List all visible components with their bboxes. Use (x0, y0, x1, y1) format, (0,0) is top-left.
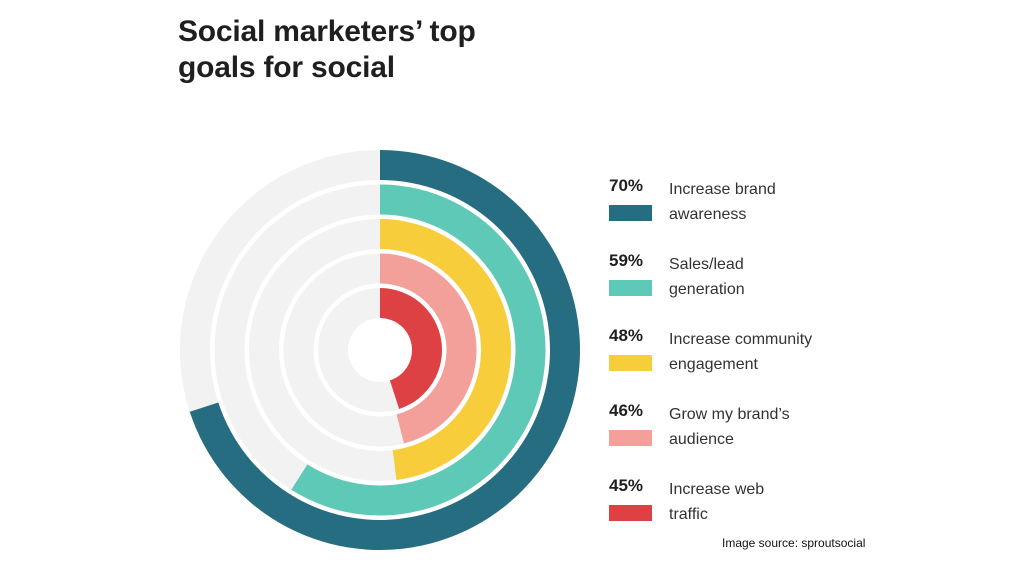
legend-label: Increase web traffic (669, 477, 869, 527)
image-source-credit: Image source: sproutsocial (722, 536, 866, 550)
legend-label: Increase community engagement (669, 327, 869, 377)
legend-label-line: traffic (669, 506, 708, 523)
legend-item-community-engagement: 48% Increase community engagement (609, 326, 869, 401)
legend-value: 59% (609, 251, 644, 270)
radial-bar-5 (380, 288, 443, 409)
legend-swatch (609, 280, 652, 296)
legend-value: 48% (609, 326, 644, 345)
legend-label-line: Grow my brand’s (669, 406, 790, 423)
legend-value: 70% (609, 176, 644, 195)
legend-label-line: engagement (669, 356, 758, 373)
chart-title-line-2: goals for social (178, 51, 395, 84)
radial-bar-chart (180, 150, 580, 550)
legend-label: Sales/lead generation (669, 252, 869, 302)
legend-item-sales-lead: 59% Sales/lead generation (609, 251, 869, 326)
radial-bar-3 (380, 219, 512, 480)
legend-swatch (609, 505, 652, 521)
legend-item-brand-awareness: 70% Increase brand awareness (609, 176, 869, 251)
legend-label-line: Sales/lead (669, 256, 744, 273)
chart-title: Social marketers’ top goals for social (178, 14, 476, 86)
legend-swatch (609, 355, 652, 371)
legend-item-brand-audience: 46% Grow my brand’s audience (609, 401, 869, 476)
legend-label-line: generation (669, 281, 745, 298)
chart-title-line-1: Social marketers’ top (178, 15, 476, 48)
legend-label-line: awareness (669, 206, 747, 223)
radial-bar-2 (291, 184, 546, 516)
legend: 70% Increase brand awareness 59% Sales/l… (609, 176, 869, 551)
legend-label: Grow my brand’s audience (669, 402, 869, 452)
legend-label-line: Increase community (669, 331, 813, 348)
legend-label: Increase brand awareness (669, 177, 869, 227)
legend-label-line: Increase brand (669, 181, 776, 198)
legend-value: 46% (609, 401, 644, 420)
legend-swatch (609, 205, 652, 221)
legend-label-line: Increase web (669, 481, 765, 498)
legend-value: 45% (609, 476, 644, 495)
radial-bar-4 (380, 253, 477, 444)
legend-label-line: audience (669, 431, 734, 448)
legend-swatch (609, 430, 652, 446)
legend-item-web-traffic: 45% Increase web traffic (609, 476, 869, 551)
